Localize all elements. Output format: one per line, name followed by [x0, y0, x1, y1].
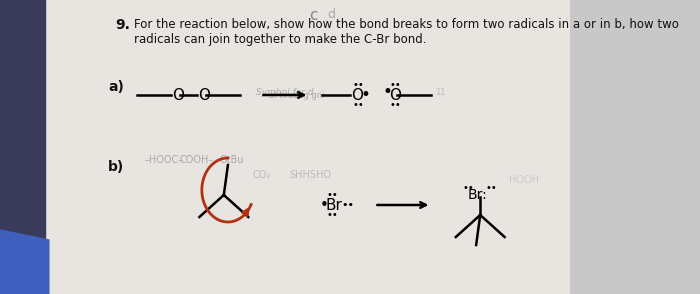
Text: COOH–: COOH–	[179, 155, 214, 165]
Text: For the reaction below, show how the bond breaks to form two radicals in a or in: For the reaction below, show how the bon…	[134, 18, 679, 31]
Polygon shape	[0, 0, 45, 294]
Text: ••: ••	[326, 210, 338, 220]
Text: •: •	[382, 83, 393, 101]
Text: Br:: Br:	[468, 188, 488, 202]
Text: ••: ••	[326, 190, 338, 200]
Text: c: c	[309, 8, 318, 23]
Text: SHHSHO: SHHSHO	[289, 170, 331, 180]
Text: CO₂: CO₂	[252, 170, 271, 180]
Text: radicals can join together to make the C-Br bond.: radicals can join together to make the C…	[134, 33, 427, 46]
Text: ••: ••	[390, 100, 402, 110]
Text: O: O	[389, 88, 401, 103]
Text: •: •	[320, 198, 329, 213]
Text: al touong gni: al touong gni	[269, 91, 324, 99]
Text: HOOH: HOOH	[509, 175, 539, 185]
Text: b): b)	[108, 160, 125, 174]
Text: 9.: 9.	[116, 18, 130, 32]
Text: O: O	[173, 88, 185, 103]
Text: O: O	[351, 88, 363, 103]
Text: ••: ••	[342, 200, 355, 210]
Polygon shape	[0, 230, 49, 294]
Text: 11: 11	[435, 88, 446, 97]
Text: O: O	[199, 88, 211, 103]
Text: d: d	[327, 8, 335, 21]
Text: ••: ••	[390, 80, 402, 90]
Text: a): a)	[108, 80, 124, 94]
Text: OtBu: OtBu	[220, 155, 244, 165]
Text: •: •	[360, 86, 370, 104]
Polygon shape	[45, 0, 570, 294]
Text: ••: ••	[352, 80, 364, 90]
Text: Symbol for d: Symbol for d	[256, 88, 314, 97]
Text: ••: ••	[352, 100, 364, 110]
Text: –HOOC–: –HOOC–	[145, 155, 184, 165]
Text: ••: ••	[462, 183, 474, 193]
Text: Br: Br	[326, 198, 342, 213]
Text: ••: ••	[486, 183, 498, 193]
